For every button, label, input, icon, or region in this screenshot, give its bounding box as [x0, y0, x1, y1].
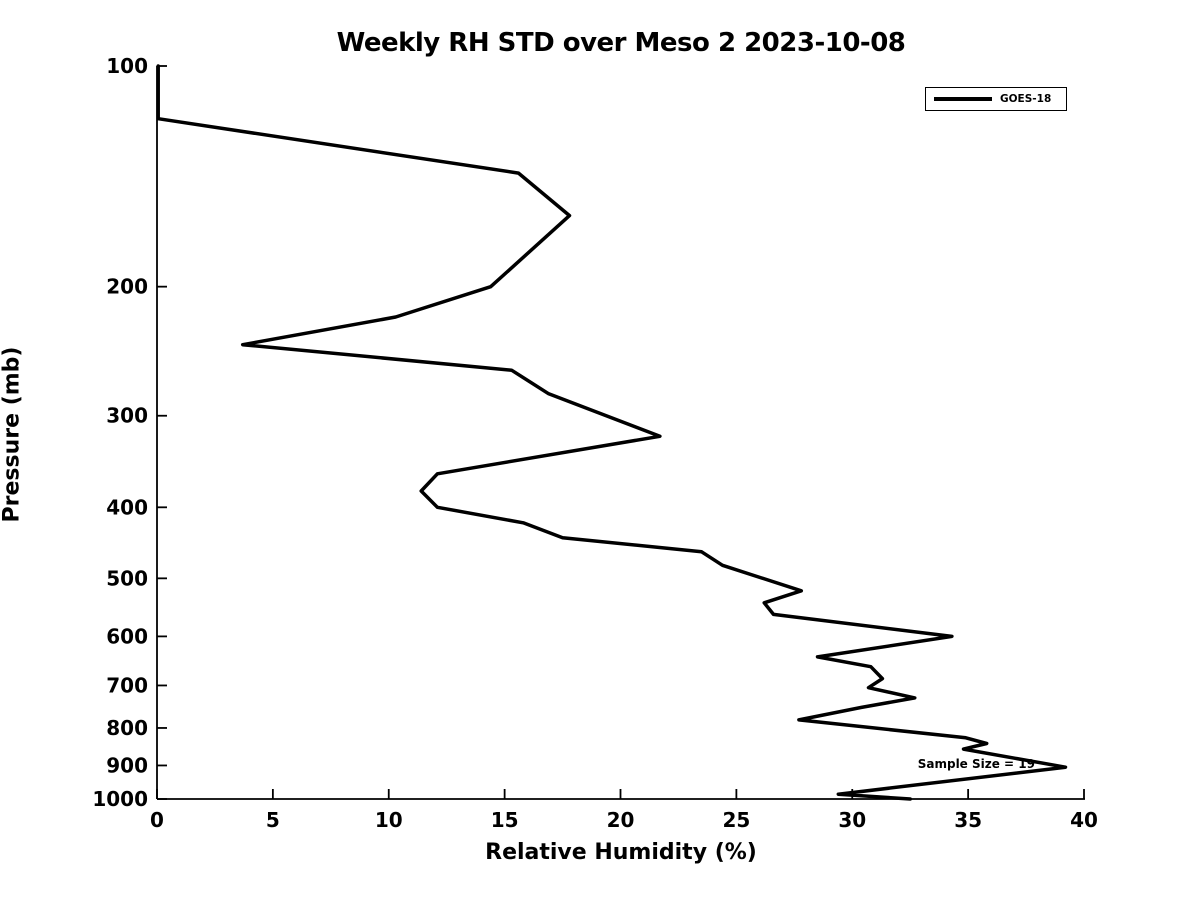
series-line-goes-18: [156, 64, 1068, 801]
legend-label: GOES-18: [1000, 93, 1052, 105]
y-tick-label: 900: [106, 753, 148, 777]
x-tick-label: 30: [838, 808, 866, 832]
x-tick-label: 35: [954, 808, 982, 832]
x-tick-label: 0: [150, 808, 164, 832]
x-tick-label: 5: [266, 808, 280, 832]
sample-size-annotation: Sample Size = 19: [917, 757, 1035, 771]
legend: GOES-18: [925, 87, 1067, 111]
x-tick-label: 15: [491, 808, 519, 832]
y-tick-label: 100: [106, 54, 148, 78]
y-tick-label: 700: [106, 673, 148, 697]
y-tick-label: 500: [106, 566, 148, 590]
chart-title: Weekly RH STD over Meso 2 2023-10-08: [336, 28, 906, 58]
y-axis-label: Pressure (mb): [0, 346, 25, 523]
x-tick-label: 25: [722, 808, 750, 832]
x-tick-label: 40: [1070, 808, 1098, 832]
x-axis-label: Relative Humidity (%): [485, 840, 757, 865]
x-tick-label: 20: [607, 808, 635, 832]
y-tick-label: 400: [106, 495, 148, 519]
x-tick-label: 10: [375, 808, 403, 832]
y-tick-label: 1000: [92, 787, 148, 811]
y-tick-label: 300: [106, 404, 148, 428]
legend-line-icon: [934, 97, 992, 101]
y-tick-label: 600: [106, 624, 148, 648]
y-tick-label: 200: [106, 275, 148, 299]
y-tick-label: 800: [106, 716, 148, 740]
